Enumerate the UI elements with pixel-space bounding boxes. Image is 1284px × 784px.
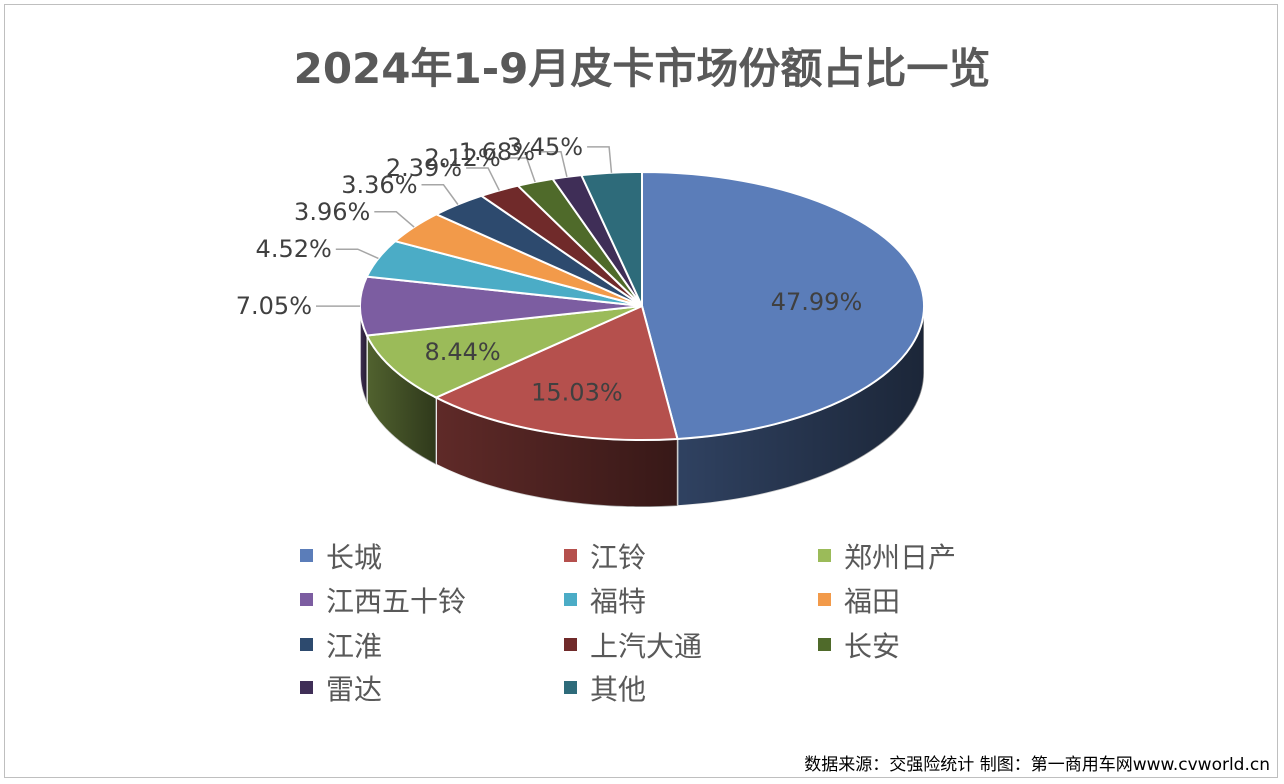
pie-label-10: 3.45% bbox=[507, 133, 583, 161]
pie-slice-10 bbox=[579, 170, 643, 307]
legend-swatch-8 bbox=[818, 638, 831, 651]
pie-leader-6 bbox=[421, 184, 459, 205]
pie-label-1: 15.03% bbox=[531, 379, 623, 407]
legend-label-1: 江铃 bbox=[590, 541, 646, 574]
legend-swatch-2 bbox=[818, 549, 831, 562]
legend-item-3: 江西五十铃 bbox=[300, 585, 466, 618]
pie-labels: 47.99% 15.03% 8.44% 7.05% 4.52% 3.96%3.36%2.3… bbox=[236, 133, 863, 407]
legend-swatch-0 bbox=[300, 549, 313, 562]
legend-label-4: 福特 bbox=[590, 585, 646, 618]
legend-item-8: 长安 bbox=[818, 630, 900, 663]
chart-frame bbox=[4, 4, 1278, 778]
legend-label-0: 长城 bbox=[326, 541, 382, 574]
legend-swatch-10 bbox=[564, 681, 577, 694]
pie-leader-5 bbox=[374, 211, 415, 228]
legend-swatch-9 bbox=[300, 681, 313, 694]
legend-swatch-3 bbox=[300, 593, 313, 606]
legend-label-5: 福田 bbox=[844, 585, 900, 618]
pie-label-0: 47.99% bbox=[771, 288, 863, 316]
pie-slice-0 bbox=[641, 170, 926, 440]
pie-slice-1 bbox=[433, 304, 679, 441]
chart-title: 2024年1-9月皮卡市场份额占比一览 bbox=[294, 44, 991, 93]
pie-leader-7 bbox=[466, 167, 500, 191]
legend-swatch-6 bbox=[300, 638, 313, 651]
pie-label-5: 3.96% bbox=[294, 198, 370, 226]
legend-item-10: 其他 bbox=[564, 673, 646, 706]
legend-swatch-7 bbox=[564, 638, 577, 651]
legend-label-2: 郑州日产 bbox=[844, 541, 956, 574]
legend-item-5: 福田 bbox=[818, 585, 900, 618]
pie-label-7: 2.39% bbox=[386, 154, 462, 182]
pie-top bbox=[359, 170, 926, 441]
legend-label-6: 江淮 bbox=[326, 630, 382, 663]
pie-label-2: 8.44% bbox=[424, 338, 500, 366]
pie-leader-10 bbox=[587, 146, 613, 173]
pie-leader-4 bbox=[335, 248, 379, 260]
legend-label-8: 长安 bbox=[844, 630, 900, 663]
legend-swatch-1 bbox=[564, 549, 577, 562]
legend-swatch-4 bbox=[564, 593, 577, 606]
pie-label-6: 3.36% bbox=[341, 171, 417, 199]
legend-item-7: 上汽大通 bbox=[564, 630, 702, 663]
legend-item-6: 江淮 bbox=[300, 630, 382, 663]
pie-label-4: 4.52% bbox=[256, 235, 332, 263]
pie-label-8: 2.12% bbox=[424, 144, 500, 172]
source-note: 数据来源：交强险统计 制图：第一商用车网www.cvworld.cn bbox=[804, 755, 1270, 775]
legend-swatch-5 bbox=[818, 593, 831, 606]
legend-item-1: 江铃 bbox=[564, 541, 646, 574]
legend-label-10: 其他 bbox=[590, 673, 646, 706]
legend-label-3: 江西五十铃 bbox=[326, 585, 466, 618]
pie-slice-3 bbox=[359, 275, 643, 337]
pie-leader-8 bbox=[504, 157, 536, 183]
pie-leader-9 bbox=[539, 151, 568, 177]
pie-label-3: 7.05% bbox=[236, 292, 312, 320]
legend-item-4: 福特 bbox=[564, 585, 646, 618]
legend-label-7: 上汽大通 bbox=[590, 630, 702, 663]
legend-item-0: 长城 bbox=[300, 541, 382, 574]
legend-item-9: 雷达 bbox=[300, 673, 382, 706]
legend-item-2: 郑州日产 bbox=[818, 541, 956, 574]
pie-label-9: 1.68% bbox=[459, 138, 535, 166]
legend-label-9: 雷达 bbox=[326, 673, 382, 706]
